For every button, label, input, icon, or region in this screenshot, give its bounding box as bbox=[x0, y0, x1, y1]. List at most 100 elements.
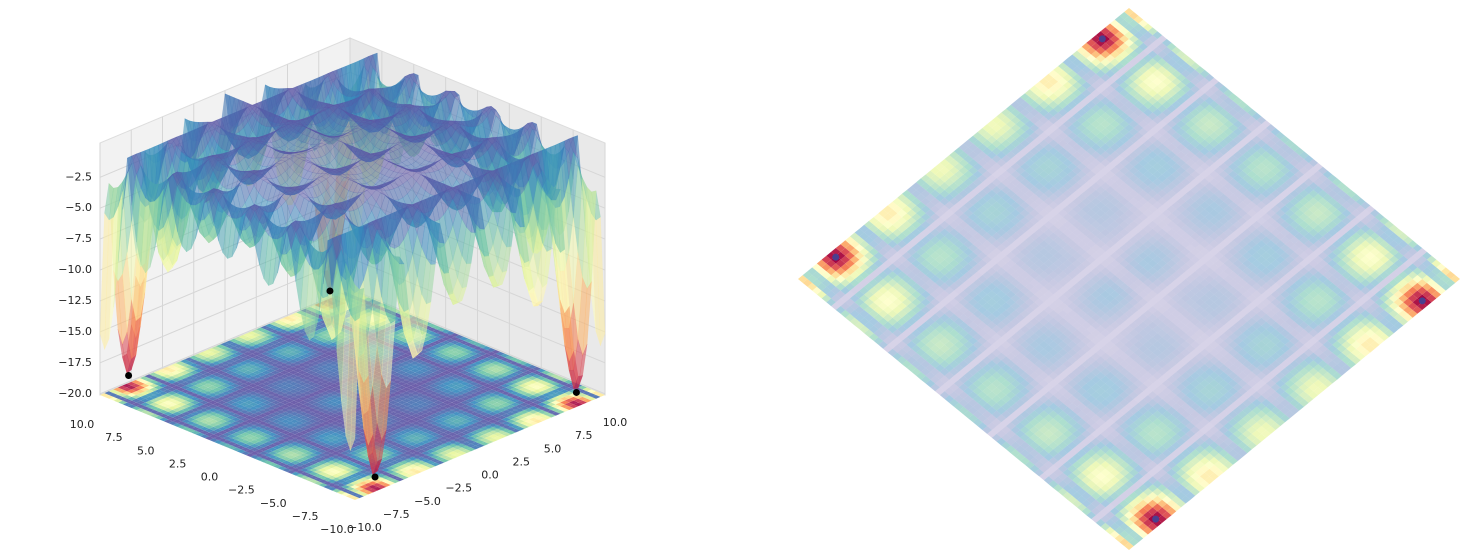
floor-contour bbox=[331, 443, 341, 448]
floor-contour bbox=[199, 385, 208, 390]
floor-contour bbox=[285, 421, 295, 425]
floor-contour bbox=[243, 374, 253, 379]
floor-contour bbox=[408, 471, 418, 476]
floor-contour bbox=[216, 366, 226, 371]
floor-contour bbox=[212, 398, 222, 403]
floor-contour bbox=[209, 430, 219, 435]
floor-contour bbox=[340, 473, 350, 478]
floor-contour bbox=[272, 445, 282, 450]
floor-contour bbox=[332, 488, 342, 493]
floor-contour bbox=[171, 374, 181, 379]
floor-contour bbox=[220, 353, 230, 358]
floor-contour bbox=[389, 411, 398, 416]
floor-contour bbox=[321, 417, 331, 422]
floor-contour bbox=[479, 441, 489, 446]
floor-contour bbox=[216, 363, 226, 367]
floor-contour bbox=[354, 494, 364, 499]
floor-contour bbox=[131, 406, 141, 410]
floor-contour bbox=[452, 430, 462, 435]
floor-contour bbox=[331, 466, 341, 470]
floor-contour bbox=[358, 470, 368, 474]
floor-contour bbox=[158, 402, 168, 407]
floor-contour bbox=[131, 398, 141, 403]
floor-contour bbox=[259, 455, 269, 459]
floor-contour bbox=[212, 387, 222, 392]
floor-contour bbox=[295, 473, 305, 478]
floor-contour bbox=[466, 436, 476, 440]
floor-contour bbox=[220, 350, 230, 354]
floor-contour bbox=[312, 428, 322, 433]
floor-contour bbox=[316, 378, 326, 382]
floor-contour bbox=[230, 398, 240, 403]
floor-contour bbox=[434, 434, 444, 439]
floor-contour bbox=[329, 387, 339, 392]
floor-contour bbox=[402, 421, 412, 425]
floor-contour bbox=[322, 447, 332, 452]
floor-contour bbox=[275, 365, 285, 369]
floor-contour bbox=[293, 387, 303, 392]
floor-contour bbox=[162, 385, 172, 390]
floor-contour bbox=[270, 363, 280, 367]
floor-contour bbox=[294, 421, 304, 425]
floor-contour bbox=[234, 355, 244, 360]
floor-contour bbox=[363, 468, 373, 472]
floor-contour bbox=[257, 368, 267, 373]
floor-contour bbox=[372, 486, 382, 491]
floor-contour bbox=[181, 423, 191, 427]
floor-contour bbox=[345, 475, 355, 480]
floor-contour bbox=[284, 368, 294, 373]
floor-contour bbox=[395, 477, 405, 482]
floor-contour bbox=[320, 376, 330, 380]
floor-contour bbox=[389, 449, 399, 454]
floor-contour bbox=[239, 372, 249, 377]
floor-contour bbox=[227, 426, 237, 431]
floor-contour bbox=[332, 481, 342, 485]
floor-contour bbox=[199, 411, 209, 416]
floor-contour bbox=[302, 368, 312, 373]
floor-contour bbox=[181, 408, 191, 412]
floor-contour bbox=[457, 432, 467, 437]
floor-contour bbox=[262, 411, 272, 416]
floor-contour bbox=[439, 436, 449, 440]
floor-contour bbox=[289, 415, 299, 420]
floor-contour bbox=[162, 374, 172, 379]
floor-contour bbox=[353, 430, 363, 435]
floor-contour bbox=[435, 460, 445, 465]
floor-contour bbox=[241, 443, 250, 448]
floor-contour bbox=[304, 473, 314, 478]
floor-contour bbox=[363, 490, 373, 495]
floor-contour bbox=[317, 426, 327, 431]
floor-contour bbox=[158, 387, 168, 392]
floor-contour bbox=[398, 449, 408, 454]
floor-contour bbox=[217, 396, 227, 401]
floor-contour bbox=[312, 402, 322, 407]
floor-contour bbox=[340, 447, 350, 452]
floor-contour bbox=[259, 458, 269, 463]
floor-contour bbox=[412, 447, 422, 452]
floor-contour bbox=[244, 408, 254, 412]
floor-contour bbox=[191, 426, 200, 431]
floor-contour bbox=[212, 380, 222, 384]
floor-contour bbox=[272, 453, 282, 457]
floor-contour bbox=[426, 453, 436, 457]
floor-contour bbox=[176, 383, 186, 388]
floor-contour bbox=[250, 447, 260, 452]
floor-contour bbox=[136, 400, 146, 405]
floor-contour bbox=[407, 449, 417, 454]
floor-contour bbox=[207, 370, 217, 375]
floor-contour bbox=[218, 441, 228, 446]
floor-contour bbox=[326, 415, 335, 420]
floor-contour bbox=[412, 440, 422, 444]
floor-contour bbox=[398, 423, 408, 427]
floor-contour bbox=[279, 359, 289, 364]
floor-contour bbox=[322, 455, 332, 459]
floor-contour bbox=[470, 434, 480, 439]
floor-contour bbox=[311, 391, 321, 395]
floor-contour bbox=[240, 410, 250, 414]
floor-contour bbox=[177, 421, 187, 425]
floor-contour bbox=[275, 387, 285, 392]
floor-contour bbox=[154, 389, 163, 394]
floor-contour bbox=[295, 447, 305, 452]
floor-contour bbox=[434, 441, 444, 446]
floor-contour bbox=[153, 385, 163, 390]
